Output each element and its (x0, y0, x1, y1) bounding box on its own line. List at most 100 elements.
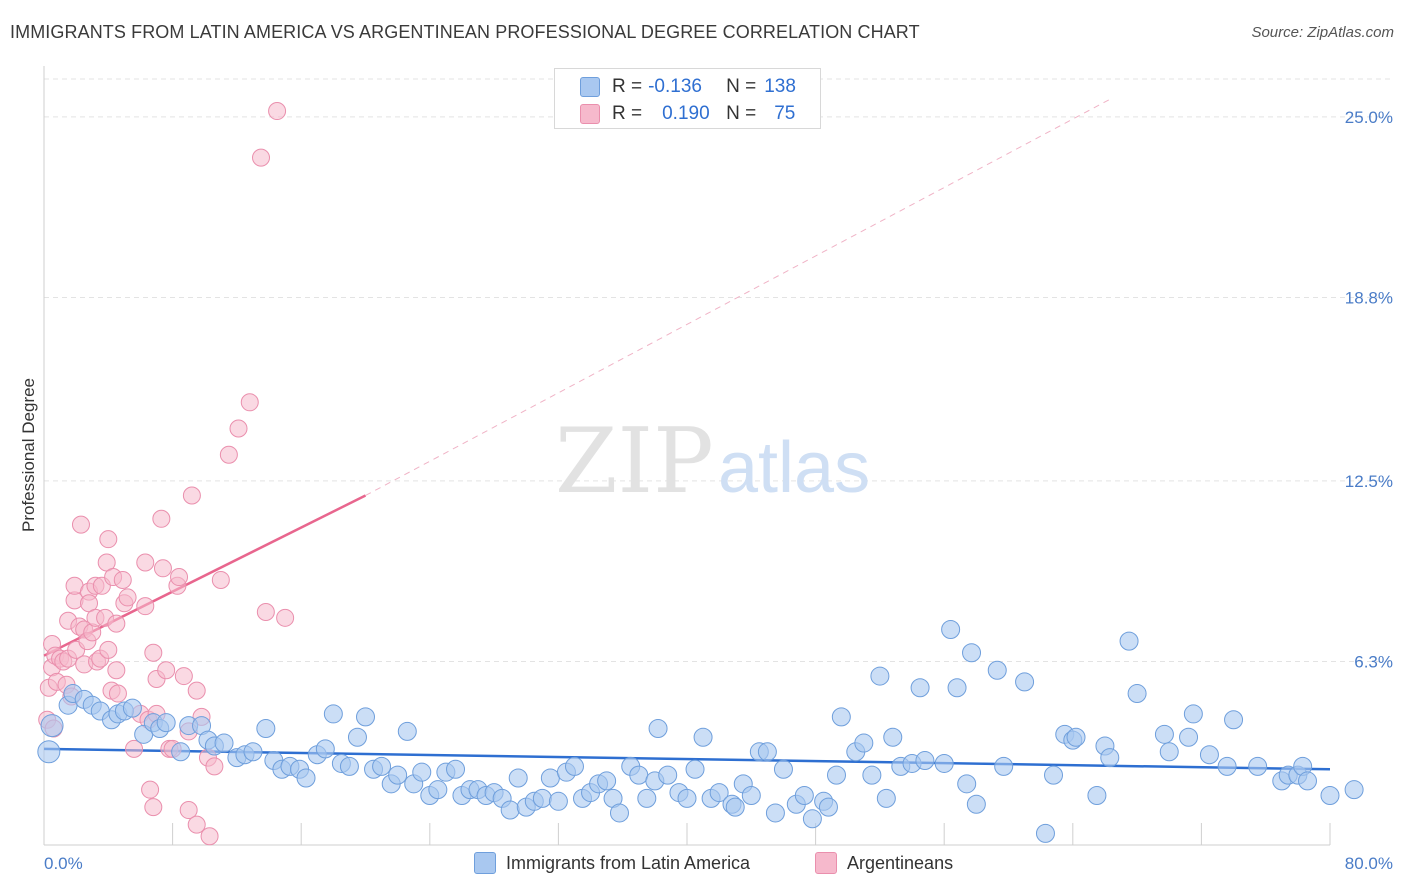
data-point-argentineans (211, 570, 230, 589)
data-point-argentineans (179, 801, 198, 820)
data-point-latin-america (388, 765, 408, 785)
data-point-latin-america (883, 727, 903, 747)
data-point-latin-america (214, 733, 234, 753)
data-point-latin-america (648, 718, 668, 738)
data-point-argentineans (99, 640, 118, 659)
data-point-latin-america (910, 678, 930, 698)
source-credit: Source: ZipAtlas.com (1251, 24, 1394, 41)
data-point-latin-america (609, 803, 629, 823)
data-point-latin-america (1154, 724, 1174, 744)
data-point-latin-america (1183, 704, 1203, 724)
data-point-latin-america (741, 785, 761, 805)
data-point-argentineans (205, 757, 224, 776)
watermark-zip: ZIP (555, 409, 714, 514)
data-point-argentineans (71, 515, 90, 534)
data-point-latin-america (1199, 745, 1219, 765)
data-point-latin-america (765, 803, 785, 823)
data-point-latin-america (564, 756, 584, 776)
data-point-latin-america (339, 756, 359, 776)
data-point-latin-america (40, 714, 64, 738)
data-point-latin-america (1127, 684, 1147, 704)
data-point-argentineans (141, 780, 160, 799)
y-tick-label: 12.5% (1345, 472, 1393, 491)
data-point-latin-america (802, 809, 822, 829)
legend-item-argentineans[interactable]: Argentineans (815, 851, 953, 875)
legend-swatch-blue (474, 852, 496, 874)
data-point-argentineans (99, 530, 118, 549)
legend-r-label: R = (612, 103, 643, 124)
data-point-latin-america (428, 780, 448, 800)
data-point-latin-america (685, 759, 705, 779)
data-point-latin-america (1297, 771, 1317, 791)
data-point-latin-america (532, 788, 552, 808)
data-point-latin-america (994, 756, 1014, 776)
data-point-latin-america (315, 739, 335, 759)
legend-item-latin-america[interactable]: Immigrants from Latin America (474, 851, 750, 875)
watermark-atlas: atlas (718, 428, 870, 508)
legend-label-argentineans: Argentineans (847, 852, 954, 873)
legend-n-label: N = (726, 103, 757, 124)
data-point-argentineans (268, 102, 287, 121)
data-point-latin-america (1179, 727, 1199, 747)
data-point-argentineans (136, 553, 155, 572)
data-point-argentineans (240, 393, 259, 412)
data-point-argentineans (276, 608, 295, 627)
y-tick-label: 18.8% (1345, 288, 1393, 307)
data-point-latin-america (156, 713, 176, 733)
legend-r-label: R = (612, 76, 643, 97)
trend-extension-argentineans (365, 98, 1111, 496)
points-latin-america (37, 619, 1364, 843)
data-point-latin-america (548, 791, 568, 811)
data-point-latin-america (826, 765, 846, 785)
data-point-latin-america (37, 740, 61, 764)
y-tick-label: 25.0% (1345, 108, 1393, 127)
data-point-latin-america (677, 788, 697, 808)
x-tick-label-min: 0.0% (44, 854, 83, 873)
legend-row-latin-america: R = -0.136 N = 138 (580, 75, 796, 99)
grid-lines (44, 78, 1390, 663)
data-point-latin-america (957, 774, 977, 794)
data-point-latin-america (818, 797, 838, 817)
data-point-argentineans (219, 445, 238, 464)
data-point-argentineans (200, 827, 219, 846)
legend-swatch-pink (580, 104, 600, 124)
data-point-latin-america (794, 785, 814, 805)
data-point-argentineans (187, 815, 206, 834)
data-point-argentineans (187, 681, 206, 700)
data-point-argentineans (107, 614, 126, 633)
legend-n-label: N = (726, 76, 757, 97)
data-point-latin-america (915, 751, 935, 771)
data-point-latin-america (372, 756, 392, 776)
data-point-latin-america (171, 742, 191, 762)
y-axis-label: Professional Degree (19, 378, 38, 532)
data-point-latin-america (122, 698, 142, 718)
data-point-argentineans (252, 148, 271, 167)
legend-n-value: 138 (764, 76, 796, 97)
data-point-latin-america (947, 678, 967, 698)
data-point-latin-america (508, 768, 528, 788)
data-point-latin-america (831, 707, 851, 727)
data-point-argentineans (83, 623, 102, 642)
data-point-latin-america (854, 733, 874, 753)
data-point-latin-america (1044, 765, 1064, 785)
data-point-latin-america (597, 771, 617, 791)
data-point-argentineans (136, 597, 155, 616)
data-point-latin-america (323, 704, 343, 724)
data-point-latin-america (1100, 748, 1120, 768)
data-point-latin-america (709, 783, 729, 803)
y-tick-label: 6.3% (1354, 653, 1393, 672)
legend-swatch-pink (815, 852, 837, 874)
data-point-latin-america (1035, 823, 1055, 843)
data-point-latin-america (693, 727, 713, 747)
data-point-argentineans (256, 602, 275, 621)
legend-label-latin-america: Immigrants from Latin America (506, 852, 751, 873)
data-point-argentineans (144, 798, 163, 817)
data-point-latin-america (256, 718, 276, 738)
data-point-latin-america (356, 707, 375, 727)
data-point-argentineans (182, 486, 201, 505)
data-point-latin-america (629, 765, 649, 785)
data-point-latin-america (637, 788, 657, 808)
data-point-latin-america (1217, 756, 1237, 776)
data-point-latin-america (987, 660, 1007, 680)
